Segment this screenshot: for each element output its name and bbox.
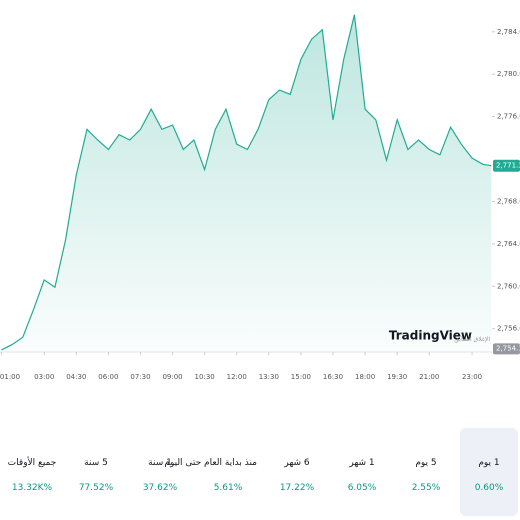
period[interactable]: 1 سنة 37.62% xyxy=(131,428,189,516)
x-tick-label: 07:30 xyxy=(130,373,150,381)
x-tick-label: 04:30 xyxy=(66,373,86,381)
period-name: 1 يوم xyxy=(478,458,500,468)
previous-close-label: 2,754.145 xyxy=(496,344,520,352)
period-change: 17.22% xyxy=(279,483,315,493)
period[interactable]: منذ بداية العام حتى اليوم 5.61% xyxy=(164,428,257,516)
x-tick-label: 21:00 xyxy=(419,373,439,381)
y-tick-label: 2,780.000 xyxy=(497,70,520,78)
x-tick-label: 13:30 xyxy=(259,373,279,381)
chart: TradingView 2,756.000 2,760.000 2,764.000 2… xyxy=(0,14,520,381)
period-name: جميع الأوقات xyxy=(7,458,57,468)
period-name: 5 يوم xyxy=(415,458,437,468)
period-name: 1 سنة xyxy=(148,458,172,468)
logo: TradingView xyxy=(389,329,472,343)
x-tick-label: 12:00 xyxy=(227,373,247,381)
period-name: 5 سنة xyxy=(84,458,108,468)
period[interactable]: 1 شهر 6.05% xyxy=(333,428,391,516)
period[interactable]: 5 يوم 2.55% xyxy=(397,428,455,516)
period[interactable]: جميع الأوقات 13.32K% xyxy=(3,428,61,516)
last-price-box xyxy=(493,159,520,172)
previous-close-box xyxy=(493,343,520,355)
y-tick-label: 2,760.000 xyxy=(497,282,520,290)
y-tick-label: 2,756.000 xyxy=(497,325,520,333)
periods: 1 يوم 0.60% 5 يوم 2.55% 1 شهر 6.05% 6 شهر 17.22… xyxy=(0,428,520,516)
period-change: 37.62% xyxy=(142,483,178,493)
y-tick-label: 2,764.000 xyxy=(497,240,520,248)
x-tick-label: 10:30 xyxy=(195,373,215,381)
x-tick-label: 19:30 xyxy=(387,373,407,381)
period[interactable]: 1 يوم 0.60% xyxy=(460,428,518,516)
x-tick-label: 09:00 xyxy=(162,373,182,381)
period-change: 0.60% xyxy=(474,483,504,493)
x-tick-label: 16:30 xyxy=(323,373,343,381)
period-name: 1 شهر xyxy=(349,458,375,468)
x-tick-label: 03:00 xyxy=(34,373,54,381)
price-line xyxy=(1,14,492,351)
area xyxy=(1,14,492,353)
x-tick-label: 23:00 xyxy=(462,373,482,381)
period-change: 5.61% xyxy=(213,483,243,493)
last-price-label: 2,771.370 xyxy=(496,162,520,170)
y-tick-label: 2,784.000 xyxy=(497,28,520,36)
y-tick-label: 2,768.000 xyxy=(497,197,520,205)
x-tick-label: 18:00 xyxy=(355,373,375,381)
period[interactable]: 5 سنة 77.52% xyxy=(67,428,125,516)
previous-close-name: الإغلاق السابق xyxy=(454,336,490,343)
x-tick-label: 01:00 xyxy=(0,373,20,381)
period[interactable]: 6 شهر 17.22% xyxy=(268,428,326,516)
period-name: 6 شهر xyxy=(284,458,310,468)
period-change: 13.32K% xyxy=(11,483,53,493)
y-tick-label: 2,776.000 xyxy=(497,113,520,121)
period-name: منذ بداية العام حتى اليوم xyxy=(164,458,257,468)
period-change: 2.55% xyxy=(411,483,441,493)
x-tick-label: 15:00 xyxy=(291,373,311,381)
period-change: 77.52% xyxy=(78,483,114,493)
x-tick-label: 06:00 xyxy=(98,373,118,381)
period-change: 6.05% xyxy=(347,483,377,493)
